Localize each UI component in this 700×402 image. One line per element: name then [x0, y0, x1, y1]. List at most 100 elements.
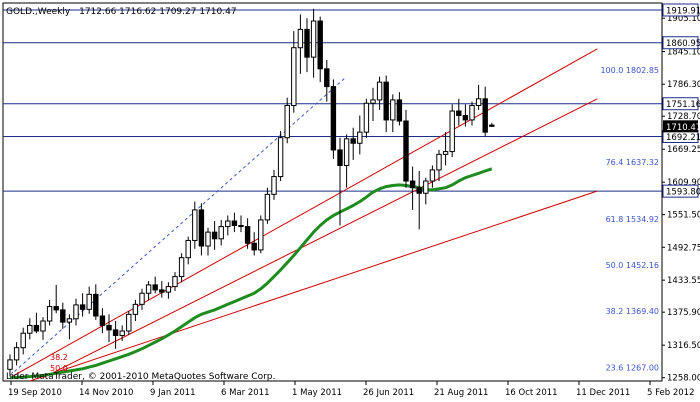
candle-body	[172, 276, 178, 288]
candle-body	[99, 315, 106, 326]
y-tick-label-0: 1905.10	[667, 14, 700, 24]
candle-body	[60, 309, 66, 323]
candle-body	[192, 209, 198, 241]
y-tick-label-1: 1845.10	[667, 48, 700, 58]
candle-body	[198, 209, 205, 247]
candle-2	[20, 327, 26, 355]
x-tick-label-9: 5 Feb 2012	[647, 388, 695, 398]
candle-body	[93, 293, 99, 317]
candle-71	[475, 84, 482, 110]
candle-65	[436, 149, 442, 182]
candle-body	[231, 220, 238, 226]
candles-layer	[7, 8, 495, 377]
candle-66	[442, 132, 449, 166]
candle-body	[139, 292, 145, 305]
candle-4	[33, 312, 40, 334]
candle-body	[409, 180, 416, 189]
fib-label-0: 100.0 1802.85	[600, 66, 659, 75]
candle-42	[284, 97, 290, 144]
candle-5	[40, 317, 46, 340]
candle-36	[244, 218, 251, 249]
candle-13	[93, 284, 99, 320]
fib-extra-label-1: 50.0	[50, 364, 68, 373]
candle-67	[449, 104, 455, 158]
candle-body	[363, 102, 370, 133]
candle-26	[178, 253, 185, 283]
candle-6	[46, 299, 53, 326]
current-price-box	[663, 120, 698, 133]
candle-body	[112, 329, 119, 336]
candle-body	[211, 231, 218, 240]
candle-8	[60, 302, 66, 329]
candle-body	[449, 110, 455, 153]
candle-70	[469, 101, 475, 126]
x-tick-label-1: 14 Nov 2010	[79, 388, 133, 398]
candle-69	[462, 104, 469, 127]
level-tag-0: 1919.91	[666, 6, 700, 16]
candle-39	[264, 187, 271, 224]
trendline-1	[42, 98, 598, 379]
fibonacci-labels-layer: 100.0 1802.85 76.4 1637.32 61.8 1534.92 50.…	[50, 66, 659, 373]
candle-30	[205, 227, 211, 256]
candle-25	[172, 272, 178, 292]
candle-0	[7, 354, 13, 377]
candle-body	[218, 226, 224, 240]
candle-56	[376, 76, 383, 110]
fib-label-5: 23.6 1267.00	[606, 364, 659, 373]
candle-body	[178, 257, 185, 278]
candle-body	[258, 219, 264, 251]
level-tag-1: 1860.95	[666, 39, 700, 49]
level-tag-2: 1751.16	[666, 100, 700, 110]
level-tag-box-1	[662, 36, 699, 50]
x-tick-label-8: 11 Dec 2011	[576, 388, 630, 398]
fib-extra-label-0: 38.2	[50, 353, 68, 362]
candle-33	[225, 215, 231, 236]
candle-body	[343, 138, 350, 166]
chart-header: GOLD.,Weekly 1712.66 1716.62 1709.27 171…	[6, 7, 237, 17]
candle-body	[271, 176, 277, 195]
candle-body	[73, 304, 79, 320]
watermark: Lider MetaTrader, © 2001-2010 MetaQuotes…	[6, 372, 275, 382]
candle-19	[132, 299, 139, 322]
candle-body	[324, 68, 330, 88]
candle-body	[429, 169, 436, 182]
x-axis: 19 Sep 2010 14 Nov 2010 9 Jan 2011 6 Mar 20…	[8, 381, 695, 398]
candle-18	[126, 311, 132, 335]
candle-68	[456, 98, 462, 126]
candle-1	[13, 342, 20, 366]
candle-43	[291, 31, 297, 113]
candle-body	[436, 153, 442, 171]
candle-body	[33, 324, 40, 332]
candle-body	[145, 284, 152, 294]
candle-55	[370, 87, 376, 122]
candle-body	[79, 304, 86, 310]
candle-body	[297, 28, 304, 49]
level-tag-3: 1692.21	[666, 133, 700, 143]
candle-body	[238, 224, 244, 228]
x-tick-label-4: 1 May 2011	[292, 388, 342, 398]
candle-body	[390, 99, 396, 121]
candle-61	[409, 166, 416, 210]
candle-10	[73, 298, 79, 326]
candle-9	[66, 314, 73, 340]
x-tick-label-6: 21 Aug 2011	[434, 388, 488, 398]
candle-37	[251, 232, 257, 256]
candle-22	[152, 276, 158, 294]
y-axis: 1905.10 1845.10 1786.30 1728.70 1669.25 1609.…	[662, 3, 700, 384]
candle-body	[225, 220, 231, 228]
candle-46	[310, 8, 317, 78]
fib-label-3: 50.0 1452.16	[606, 261, 659, 270]
x-tick-label-2: 9 Jan 2011	[150, 388, 196, 398]
candle-23	[159, 281, 165, 298]
candle-49	[330, 79, 337, 159]
fib-label-2: 61.8 1534.92	[606, 215, 659, 224]
candle-29	[198, 203, 205, 256]
candle-62	[416, 171, 422, 230]
fib-label-4: 38.2 1369.40	[606, 307, 659, 316]
candle-44	[297, 14, 304, 74]
candle-body	[53, 306, 59, 311]
candle-17	[119, 325, 125, 342]
candle-51	[343, 134, 350, 188]
